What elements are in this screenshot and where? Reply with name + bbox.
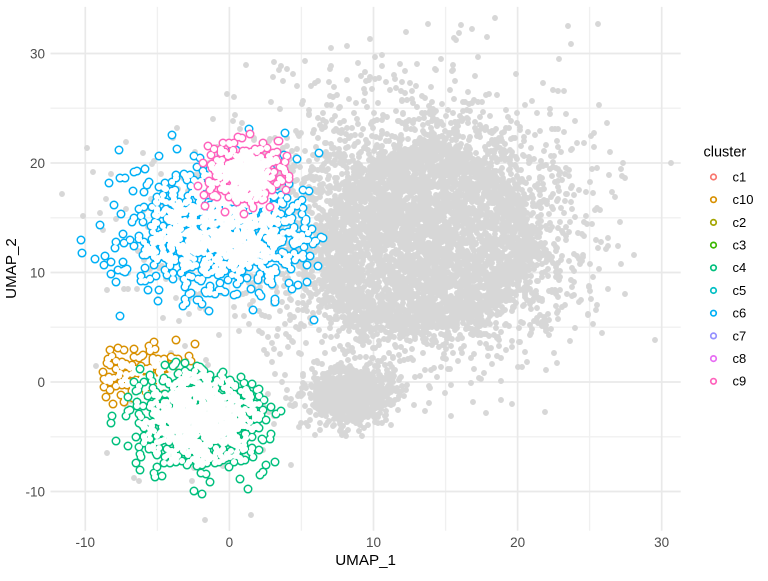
svg-text:10: 10: [366, 535, 381, 550]
svg-text:c7: c7: [733, 328, 747, 343]
svg-text:c8: c8: [733, 351, 747, 366]
svg-text:c2: c2: [733, 215, 747, 230]
svg-text:0: 0: [226, 535, 234, 550]
svg-text:-10: -10: [76, 535, 96, 550]
svg-text:-10: -10: [25, 485, 45, 500]
svg-text:20: 20: [30, 156, 45, 171]
svg-text:0: 0: [37, 375, 45, 390]
svg-text:UMAP_2: UMAP_2: [3, 238, 20, 299]
svg-text:20: 20: [510, 535, 525, 550]
svg-text:10: 10: [30, 266, 45, 281]
svg-text:c5: c5: [733, 283, 747, 298]
svg-text:30: 30: [654, 535, 669, 550]
svg-text:c10: c10: [733, 192, 754, 207]
svg-text:c6: c6: [733, 306, 747, 321]
svg-text:cluster: cluster: [704, 145, 747, 161]
svg-text:c9: c9: [733, 374, 747, 389]
svg-text:c4: c4: [733, 260, 747, 275]
svg-text:30: 30: [30, 47, 45, 62]
svg-text:c3: c3: [733, 238, 747, 253]
svg-text:UMAP_1: UMAP_1: [335, 552, 396, 569]
svg-text:c1: c1: [733, 169, 747, 184]
